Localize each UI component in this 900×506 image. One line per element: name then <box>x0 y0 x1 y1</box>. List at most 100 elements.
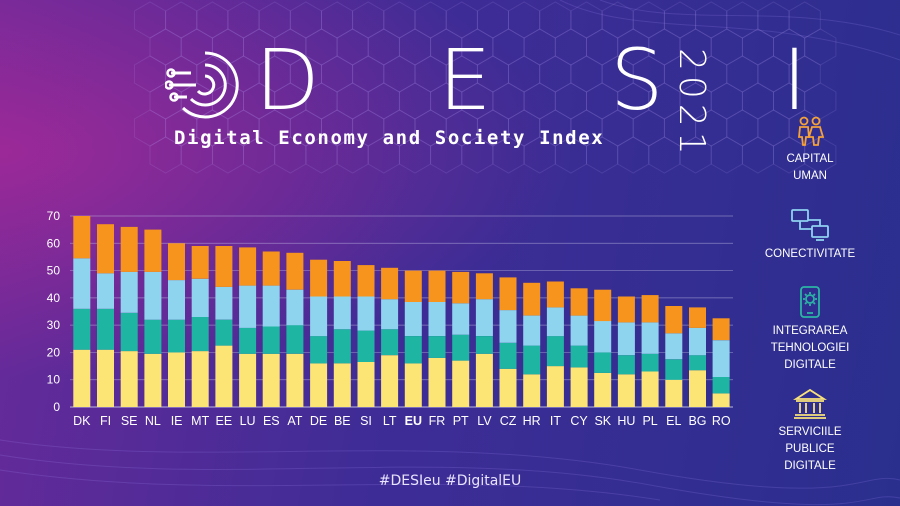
bar-segment-fi-0 <box>97 349 114 407</box>
bar-segment-fr-0 <box>428 357 446 407</box>
bar-segment-lu-0 <box>239 353 257 407</box>
bar-segment-lv-3 <box>475 273 493 300</box>
bar-segment-be-2 <box>333 296 351 330</box>
bar-segment-de-0 <box>310 363 328 407</box>
bar-segment-lu-3 <box>239 247 257 286</box>
bar-segment-pl-0 <box>641 371 659 407</box>
bar-segment-it-3 <box>546 281 564 308</box>
bar-segment-se-1 <box>120 312 138 352</box>
edition-year: 2021 <box>671 48 712 160</box>
x-tick-label-dk: DK <box>73 414 91 428</box>
bar-segment-hr-3 <box>523 282 541 316</box>
bar-segment-hu-0 <box>617 374 635 407</box>
bar-segment-at-1 <box>286 325 304 354</box>
bar-segment-mt-1 <box>191 317 209 352</box>
bar-segment-pt-0 <box>452 360 470 407</box>
bar-segment-ro-2 <box>712 340 730 377</box>
bar-segment-mt-3 <box>191 246 209 279</box>
legend-item-capital-uman: CAPITAL UMAN <box>760 115 860 185</box>
bar-segment-lt-0 <box>381 355 399 407</box>
people-icon <box>798 116 825 146</box>
bar-segment-it-2 <box>546 307 564 337</box>
bar-segment-ie-0 <box>168 352 185 407</box>
desi-stacked-bar-chart: 0 10 20 30 40 50 60 70 DK FI SE NL IE MT EE LU ES AT DE BE S… <box>47 209 733 428</box>
x-tick-label-el: EL <box>666 414 681 428</box>
bar-segment-eu-3 <box>404 270 422 302</box>
x-tick-label-cz: CZ <box>500 414 517 428</box>
bar-segment-eu-2 <box>404 301 422 336</box>
x-tick-label-lv: LV <box>477 414 492 428</box>
bar-segment-ro-3 <box>712 318 730 341</box>
bar-segment-mt-0 <box>191 351 209 407</box>
bar-segment-si-2 <box>357 296 375 331</box>
y-tick-label: 40 <box>47 291 61 305</box>
x-tick-label-hr: HR <box>523 414 541 428</box>
x-tick-label-it: IT <box>550 414 561 428</box>
bar-segment-bg-3 <box>689 307 706 328</box>
bar-segment-pt-2 <box>452 303 470 335</box>
bar-segment-be-0 <box>333 363 351 407</box>
bar-segment-cy-2 <box>570 315 588 346</box>
bar-segment-ee-0 <box>215 345 233 407</box>
x-tick-label-cy: CY <box>570 414 588 428</box>
bar-segment-nl-0 <box>144 353 162 407</box>
bar-segment-el-1 <box>665 359 683 380</box>
bar-segment-sk-1 <box>594 352 612 373</box>
index-subtitle: Digital Economy and Society Index <box>174 127 605 149</box>
phone-gear-icon <box>800 286 820 318</box>
bar-segment-es-1 <box>262 326 280 354</box>
bar-segment-dk-0 <box>73 349 91 407</box>
x-tick-label-es: ES <box>263 414 280 428</box>
bar-segment-pt-1 <box>452 334 470 361</box>
bar-segment-nl-3 <box>144 229 162 272</box>
bar-segment-hu-1 <box>617 355 635 375</box>
bar-segment-ie-3 <box>168 243 185 281</box>
desi-title: D E S I <box>255 31 853 129</box>
bar-segment-be-3 <box>333 261 351 297</box>
bar-segment-cz-0 <box>499 368 517 407</box>
x-tick-label-ee: EE <box>216 414 233 428</box>
bar-segment-nl-1 <box>144 319 162 354</box>
x-tick-label-ro: RO <box>712 414 731 428</box>
bar-segment-lt-2 <box>381 299 399 330</box>
bar-segment-fr-1 <box>428 336 446 358</box>
bar-segment-bg-2 <box>689 327 706 356</box>
bar-segment-de-3 <box>310 259 328 297</box>
bar-segment-el-0 <box>665 379 683 407</box>
bar-segment-sk-3 <box>594 289 612 322</box>
x-tick-label-mt: MT <box>191 414 209 428</box>
bar-segment-be-1 <box>333 329 351 364</box>
bar-segment-bg-0 <box>689 370 706 407</box>
y-tick-label: 0 <box>53 400 60 414</box>
bar-segment-dk-2 <box>73 258 91 309</box>
bar-segment-ie-2 <box>168 280 185 320</box>
bar-segment-lt-3 <box>381 267 399 300</box>
x-tick-label-hu: HU <box>617 414 635 428</box>
x-tick-label-bg: BG <box>688 414 706 428</box>
bar-segment-lt-1 <box>381 329 399 356</box>
y-tick-label: 60 <box>47 236 61 250</box>
network-icon <box>791 209 829 241</box>
bar-segment-pl-1 <box>641 353 659 372</box>
x-tick-label-at: AT <box>287 414 302 428</box>
x-tick-label-be: BE <box>334 414 351 428</box>
bar-segment-ee-1 <box>215 319 233 346</box>
bar-segment-at-0 <box>286 353 304 407</box>
x-tick-label-pl: PL <box>642 414 657 428</box>
bar-segment-at-3 <box>286 252 304 290</box>
bar-segment-nl-2 <box>144 271 162 320</box>
x-tick-label-se: SE <box>121 414 138 428</box>
bar-segment-lv-0 <box>475 353 493 407</box>
bar-segment-el-2 <box>665 333 683 360</box>
legend-label-capital-uman: CAPITAL UMAN <box>786 153 834 182</box>
bar-segment-cy-0 <box>570 367 588 407</box>
bar-segment-fi-2 <box>97 273 114 309</box>
y-tick-label: 20 <box>47 345 61 359</box>
bar-segment-es-2 <box>262 285 280 327</box>
legend-label-conectivitate: CONECTIVITATE <box>764 248 856 260</box>
bar-segment-si-0 <box>357 362 375 407</box>
legend-item-servicii: SERVICIILE PUBLICE DIGITALE <box>760 388 860 475</box>
y-tick-label: 30 <box>47 318 61 332</box>
bar-segment-cz-3 <box>499 277 517 311</box>
